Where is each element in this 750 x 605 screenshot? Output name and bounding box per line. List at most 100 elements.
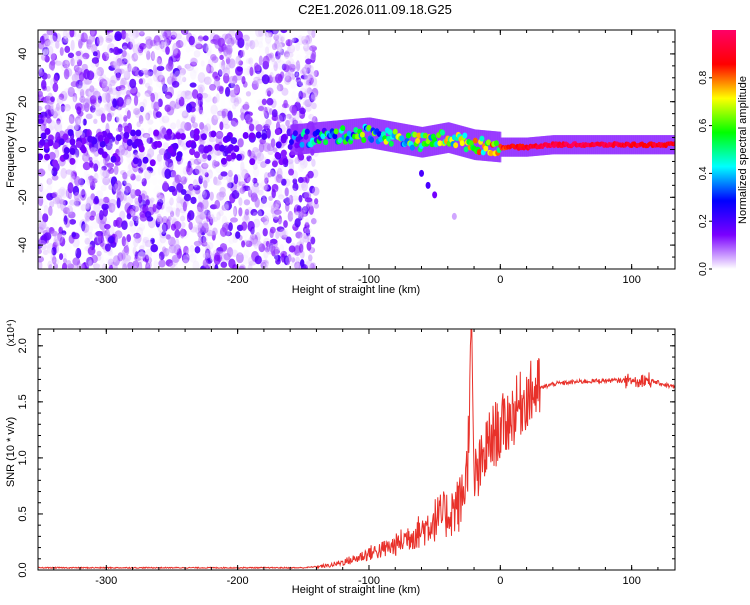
heatmap-noise-cell: [249, 150, 256, 162]
heatmap-noise-cell: [193, 224, 199, 233]
heatmap-noise-cell: [121, 58, 128, 65]
heatmap-noise-cell: [249, 66, 254, 77]
heatmap-noise-cell: [144, 254, 149, 263]
heatmap-noise-cell: [290, 61, 297, 69]
heatmap-noise-cell: [148, 167, 154, 174]
heatmap-noise-cell: [221, 110, 226, 119]
heatmap-noise-cell: [144, 211, 152, 219]
heatmap-y-tick-label: 0: [17, 146, 29, 152]
heatmap-noise-cell: [181, 110, 189, 121]
heatmap-noise-cell: [46, 117, 52, 124]
heatmap-noise-cell: [95, 245, 103, 252]
heatmap-noise-cell: [226, 172, 233, 183]
heatmap-noise-cell: [67, 86, 75, 92]
heatmap-noise-cell: [265, 115, 273, 125]
heatmap-noise-cell: [189, 82, 197, 88]
heatmap-noise-cell: [269, 238, 278, 245]
heatmap-noise-cell: [265, 33, 272, 39]
heatmap-noise-cell: [266, 143, 275, 152]
heatmap-noise-cell: [223, 116, 229, 124]
heatmap-noise-cell: [144, 90, 152, 97]
heatmap-noise-cell: [311, 30, 316, 39]
heatmap-signal-cell: [412, 131, 418, 138]
heatmap-noise-cell: [204, 172, 209, 178]
heatmap-noise-cell: [42, 48, 49, 56]
heatmap-noise-cell: [179, 105, 188, 117]
heatmap-noise-cell: [170, 223, 177, 231]
heatmap-noise-cell: [74, 71, 79, 81]
heatmap-noise-cell: [203, 208, 212, 217]
heatmap-noise-cell: [107, 83, 113, 93]
heatmap-noise-cell: [64, 168, 71, 177]
heatmap-noise-cell: [172, 48, 181, 59]
heatmap-noise-cell: [271, 30, 279, 35]
heatmap-noise-cell: [201, 205, 207, 216]
heatmap-noise-cell: [104, 103, 109, 112]
heatmap-noise-cell: [305, 260, 314, 269]
heatmap-noise-cell: [86, 219, 93, 227]
heatmap-noise-cell: [197, 212, 206, 218]
heatmap-noise-cell: [204, 94, 212, 103]
heatmap-noise-cell: [142, 98, 148, 108]
heatmap-noise-cell: [152, 203, 157, 213]
heatmap-noise-cell: [162, 142, 169, 149]
heatmap-noise-cell: [72, 257, 81, 266]
heatmap-noise-cell: [150, 244, 159, 253]
heatmap-noise-cell: [66, 260, 72, 267]
heatmap-noise-cell: [127, 63, 132, 73]
heatmap-noise-cell: [210, 54, 217, 61]
heatmap-noise-cell: [280, 36, 285, 43]
heatmap-noise-cell: [222, 72, 230, 84]
heatmap-noise-cell: [233, 205, 238, 217]
heatmap-noise-cell: [213, 176, 218, 186]
heatmap-noise-cell: [73, 124, 81, 131]
heatmap-noise-cell: [114, 230, 123, 239]
heatmap-noise-cell: [311, 158, 316, 167]
heatmap-noise-cell: [158, 157, 163, 166]
heatmap-noise-cell: [110, 252, 118, 263]
heatmap-noise-cell: [195, 42, 202, 49]
heatmap-noise-cell: [106, 102, 113, 113]
heatmap-noise-cell: [158, 194, 165, 204]
heatmap-noise-cell: [125, 150, 132, 158]
heatmap-noise-cell: [283, 73, 289, 81]
heatmap-noise-cell: [80, 204, 87, 212]
heatmap-noise-cell: [171, 80, 180, 88]
heatmap-noise-cell: [205, 95, 212, 105]
heatmap-noise-cell: [56, 96, 64, 105]
heatmap-noise-cell: [124, 254, 132, 262]
heatmap-noise-cell: [38, 118, 44, 124]
heatmap-noise-cell: [263, 106, 268, 118]
heatmap-noise-cell: [47, 45, 54, 57]
heatmap-noise-cell: [289, 38, 295, 50]
heatmap-noise-cell: [52, 109, 57, 118]
heatmap-noise-cell: [131, 230, 137, 239]
heatmap-noise-cell: [181, 30, 187, 36]
heatmap-noise-cell: [67, 86, 75, 98]
heatmap-noise-cell: [87, 46, 93, 54]
heatmap-noise-cell: [275, 141, 282, 149]
heatmap-noise-cell: [262, 215, 268, 223]
heatmap-noise-cell: [304, 99, 312, 108]
heatmap-noise-cell: [314, 198, 319, 205]
heatmap-noise-cell: [101, 51, 110, 62]
heatmap-noise-cell: [227, 110, 233, 121]
heatmap-noise-cell: [240, 161, 245, 172]
heatmap-noise-cell: [214, 180, 222, 186]
heatmap-noise-cell: [123, 114, 128, 122]
heatmap-noise-cell: [219, 242, 228, 252]
colorbar-label: Normalized spectral amplitude: [737, 76, 749, 224]
heatmap-noise-cell: [104, 243, 111, 252]
heatmap-noise-cell: [271, 188, 276, 199]
heatmap-noise-cell: [169, 216, 175, 224]
heatmap-noise-cell: [48, 151, 56, 161]
heatmap-noise-cell: [124, 246, 132, 256]
heatmap-noise-cell: [171, 31, 177, 38]
heatmap-y-tick-label: -20: [17, 189, 29, 205]
heatmap-noise-cell: [84, 201, 90, 209]
heatmap-noise-cell: [287, 210, 294, 222]
heatmap-noise-cell: [139, 105, 145, 113]
heatmap-noise-cell: [291, 91, 297, 101]
heatmap-noise-cell: [258, 243, 266, 253]
heatmap-noise-cell: [67, 129, 74, 137]
